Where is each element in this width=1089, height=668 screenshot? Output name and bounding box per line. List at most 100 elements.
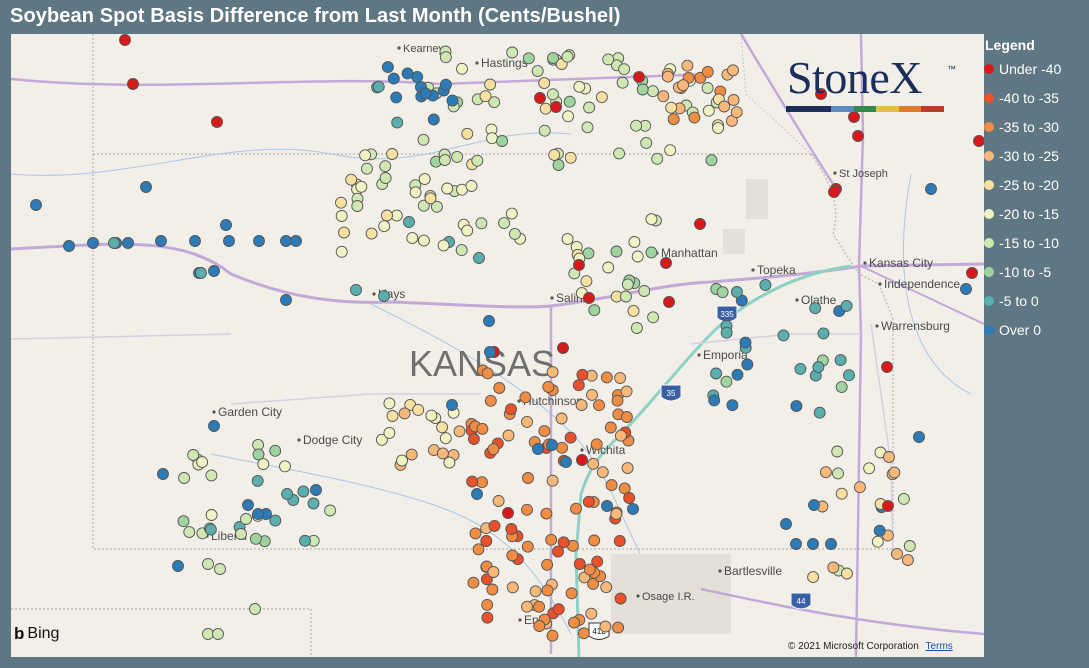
basis-point[interactable] [252, 508, 264, 520]
basis-point[interactable] [480, 535, 493, 547]
basis-point[interactable] [925, 183, 937, 195]
basis-point[interactable] [417, 199, 430, 212]
basis-point[interactable] [882, 500, 894, 512]
basis-point[interactable] [493, 382, 506, 394]
basis-point[interactable] [378, 290, 390, 302]
basis-point[interactable] [891, 547, 903, 560]
basis-point[interactable] [439, 432, 452, 445]
basis-point[interactable] [351, 200, 364, 212]
basis-point[interactable] [451, 150, 464, 163]
basis-point[interactable] [548, 148, 561, 161]
basis-point[interactable] [63, 240, 75, 252]
basis-point[interactable] [178, 472, 191, 484]
basis-point[interactable] [391, 116, 404, 129]
basis-point[interactable] [588, 534, 601, 547]
basis-point[interactable] [335, 196, 347, 209]
basis-point[interactable] [726, 399, 739, 412]
basis-point[interactable] [897, 492, 910, 505]
basis-point[interactable] [825, 538, 837, 550]
basis-point[interactable] [202, 558, 214, 570]
basis-point[interactable] [483, 315, 495, 327]
basis-point[interactable] [521, 415, 533, 428]
basis-point[interactable] [487, 566, 500, 578]
basis-point[interactable] [119, 34, 131, 46]
basis-point[interactable] [552, 603, 565, 616]
basis-point[interactable] [576, 368, 589, 381]
basis-point[interactable] [613, 147, 626, 160]
legend-item[interactable]: -35 to -30 [984, 116, 1059, 138]
basis-point[interactable] [645, 213, 658, 226]
basis-point[interactable] [155, 235, 167, 247]
basis-point[interactable] [602, 53, 615, 66]
basis-point[interactable] [560, 456, 572, 468]
basis-point[interactable] [202, 628, 214, 640]
basis-point[interactable] [718, 100, 731, 113]
basis-point[interactable] [667, 113, 680, 126]
basis-point[interactable] [620, 385, 633, 398]
basis-point[interactable] [727, 64, 739, 77]
legend-item[interactable]: Over 0 [984, 319, 1041, 341]
basis-point[interactable] [473, 252, 485, 264]
basis-point[interactable] [531, 65, 544, 78]
basis-point[interactable] [573, 80, 586, 93]
basis-point[interactable] [840, 299, 853, 312]
basis-point[interactable] [807, 538, 819, 550]
basis-point[interactable] [502, 429, 515, 442]
basis-point[interactable] [443, 456, 456, 469]
basis-point[interactable] [835, 381, 848, 394]
basis-point[interactable] [568, 616, 580, 629]
basis-point[interactable] [522, 52, 535, 65]
basis-point[interactable] [251, 474, 264, 487]
basis-point[interactable] [702, 104, 715, 117]
basis-point[interactable] [790, 400, 803, 413]
basis-point[interactable] [211, 116, 223, 128]
legend-item[interactable]: -25 to -20 [984, 174, 1059, 196]
basis-point[interactable] [396, 454, 408, 467]
basis-point[interactable] [730, 106, 743, 119]
basis-point[interactable] [601, 500, 613, 512]
basis-point[interactable] [519, 391, 532, 404]
basis-point[interactable] [471, 154, 484, 167]
basis-point[interactable] [299, 534, 311, 547]
basis-point[interactable] [455, 244, 468, 257]
basis-point[interactable] [552, 545, 564, 558]
basis-point[interactable] [557, 536, 570, 549]
basis-point[interactable] [505, 523, 518, 535]
basis-point[interactable] [614, 592, 627, 605]
basis-point[interactable] [140, 181, 152, 193]
basis-point[interactable] [467, 576, 480, 589]
basis-point[interactable] [249, 532, 262, 545]
basis-point[interactable] [586, 388, 598, 401]
basis-point[interactable] [562, 110, 575, 123]
basis-point[interactable] [522, 472, 534, 484]
legend-item[interactable]: -5 to 0 [984, 290, 1039, 312]
basis-point[interactable] [663, 296, 675, 308]
basis-point[interactable] [297, 485, 310, 498]
basis-point[interactable] [651, 152, 664, 165]
basis-point[interactable] [595, 91, 608, 104]
basis-point[interactable] [484, 78, 497, 91]
basis-point[interactable] [280, 235, 292, 247]
basis-point[interactable] [871, 535, 884, 548]
basis-point[interactable] [475, 217, 488, 230]
basis-point[interactable] [834, 354, 847, 367]
legend-item[interactable]: -10 to -5 [984, 261, 1051, 283]
basis-point[interactable] [835, 487, 848, 500]
basis-point[interactable] [269, 444, 282, 457]
basis-point[interactable] [591, 555, 604, 568]
basis-point[interactable] [521, 540, 534, 553]
basis-point[interactable] [172, 560, 184, 572]
basis-point[interactable] [614, 429, 627, 442]
basis-point[interactable] [335, 245, 348, 258]
basis-point[interactable] [794, 362, 807, 375]
basis-point[interactable] [419, 87, 432, 100]
basis-point[interactable] [506, 549, 519, 562]
basis-point[interactable] [187, 449, 200, 461]
basis-point[interactable] [379, 172, 392, 184]
basis-point[interactable] [461, 127, 474, 140]
basis-point[interactable] [484, 346, 496, 358]
basis-point[interactable] [840, 567, 853, 580]
bing-attribution[interactable]: b Bing [14, 624, 59, 644]
basis-point[interactable] [819, 466, 832, 479]
basis-point[interactable] [614, 372, 627, 385]
